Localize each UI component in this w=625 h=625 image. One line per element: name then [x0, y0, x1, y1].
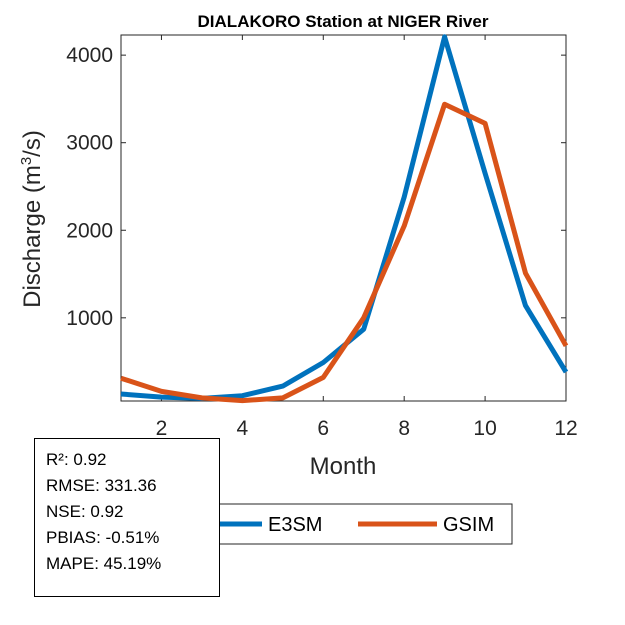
metric-nse: NSE: 0.92	[46, 502, 124, 521]
metric-pbias-value: -0.51%	[105, 528, 160, 547]
y-axis-label-suffix: /s)	[19, 130, 46, 157]
x-tick-label: 2	[156, 417, 168, 440]
x-tick-label: 6	[317, 417, 329, 440]
metric-mape-label: MAPE	[46, 554, 95, 573]
metric-pbias-label: PBIAS	[46, 528, 97, 547]
y-axis-label: Discharge (m3/s)	[18, 130, 46, 308]
metric-r2: R²: 0.92	[46, 450, 107, 469]
metrics-box: R²: 0.92 RMSE: 331.36 NSE: 0.92 PBIAS: -…	[34, 438, 220, 597]
metric-mape-value: 45.19%	[103, 554, 162, 573]
metric-pbias: PBIAS: -0.51%	[46, 528, 160, 547]
chart-title: DIALAKORO Station at NIGER River	[198, 12, 489, 31]
x-tick-label: 12	[554, 417, 577, 440]
metric-rmse-label: RMSE	[46, 476, 96, 495]
legend-label-gsim: GSIM	[443, 514, 494, 536]
y-axis-label-superscript: 3	[18, 157, 35, 165]
metric-mape: MAPE: 45.19%	[46, 554, 162, 573]
axes-frame	[120, 34, 567, 402]
metric-r2-value: 0.92	[73, 450, 107, 469]
metric-nse-value: 0.92	[90, 502, 124, 521]
metric-nse-label: NSE	[46, 502, 81, 521]
x-tick-label: 4	[237, 417, 249, 440]
x-tick-label: 8	[398, 417, 410, 440]
series-lines	[120, 34, 569, 404]
y-tick-label: 4000	[66, 44, 113, 67]
metric-r2-label: R²	[46, 450, 64, 469]
plot-area: 1000 2000 3000 4000 2 4 6 8 10 12	[66, 34, 578, 440]
x-axis-ticks: 2 4 6 8 10 12	[156, 35, 578, 440]
legend: E3SM GSIM	[188, 503, 513, 545]
metric-rmse: RMSE: 331.36	[46, 476, 157, 495]
y-tick-label: 1000	[66, 307, 113, 330]
y-axis-label-prefix: Discharge (m	[19, 165, 46, 308]
series-line-gsim	[120, 101, 569, 404]
y-axis-ticks: 1000 2000 3000 4000	[66, 44, 566, 330]
x-tick-label: 10	[473, 417, 496, 440]
legend-label-e3sm: E3SM	[268, 514, 322, 536]
metric-rmse-value: 331.36	[104, 476, 157, 495]
y-tick-label: 2000	[66, 219, 113, 242]
y-tick-label: 3000	[66, 132, 113, 155]
x-axis-label: Month	[310, 453, 377, 480]
